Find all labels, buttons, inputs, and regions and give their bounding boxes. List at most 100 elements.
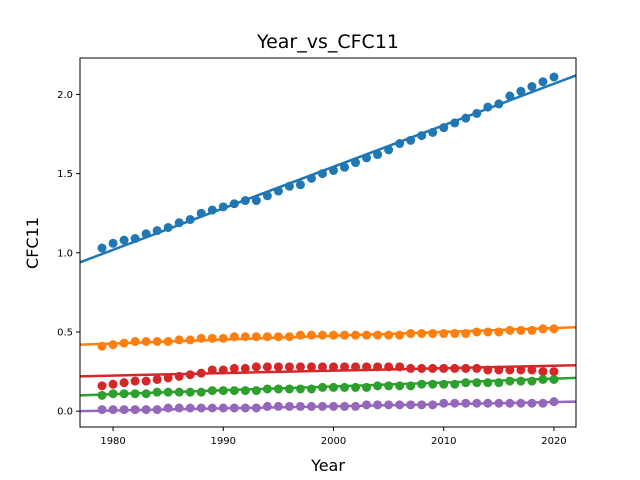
series-3-point (428, 379, 438, 389)
series-4-point (152, 405, 162, 415)
series-1-point (108, 340, 118, 350)
series-2-point (384, 362, 394, 372)
series-4-point (516, 398, 526, 408)
series-1-point (141, 336, 151, 346)
series-1-point (538, 324, 548, 334)
series-4-point (119, 405, 129, 415)
series-0-point (538, 77, 548, 87)
y-tick-label: 1.5 (57, 169, 73, 180)
series-3-point (505, 376, 515, 386)
series-3-point (351, 382, 361, 392)
series-0-point (130, 234, 140, 244)
series-4-point (218, 403, 228, 413)
series-4-point (494, 398, 504, 408)
series-1-point (549, 324, 559, 334)
series-4-point (395, 400, 405, 410)
series-0-point (306, 173, 316, 183)
series-4-trend-line (80, 400, 576, 413)
series-2-point (240, 363, 250, 373)
series-3-point (472, 378, 482, 388)
series-0-point (395, 139, 405, 149)
series-3-point (549, 374, 559, 384)
series-1-point (130, 336, 140, 346)
series-2-point (329, 362, 339, 372)
x-tick-label: 1980 (100, 436, 125, 447)
series-2-point (538, 367, 548, 377)
series-0-point (527, 82, 537, 92)
series-0-point (505, 91, 515, 101)
series-1-point (262, 332, 272, 342)
series-0-point (295, 180, 305, 190)
series-3-point (240, 386, 250, 396)
series-2-point (207, 365, 217, 375)
series-1-point (505, 325, 515, 335)
series-1-point (207, 333, 217, 343)
series-2-point (428, 363, 438, 373)
series-2-point (108, 379, 118, 389)
series-3-point (119, 389, 129, 399)
series-1-point (439, 329, 449, 339)
y-tick-label: 2.0 (57, 90, 73, 101)
series-2-point (218, 365, 228, 375)
series-4-point (538, 398, 548, 408)
series-2-point (185, 370, 195, 380)
series-2-point (450, 363, 460, 373)
series-1-point (119, 338, 129, 348)
series-4-point (174, 403, 184, 413)
series-4-point (108, 405, 118, 415)
series-3-point (340, 382, 350, 392)
series-2-point (472, 363, 482, 373)
series-4-point (362, 400, 372, 410)
series-4-point (317, 401, 327, 411)
series-0-point (229, 199, 239, 209)
series-1-point (163, 336, 173, 346)
series-3-point (196, 387, 206, 397)
series-1-point (428, 329, 438, 339)
series-2-point (174, 371, 184, 381)
series-2-point (527, 365, 537, 375)
series-0-point (373, 150, 383, 160)
series-0-point (262, 191, 272, 201)
series-1-point (340, 330, 350, 340)
series-4-point (229, 403, 239, 413)
series-4-point (196, 403, 206, 413)
series-3-point (207, 386, 217, 396)
series-1-point (174, 335, 184, 345)
series-3-point (163, 387, 173, 397)
series-0-point (340, 162, 350, 172)
series-1-point (273, 332, 283, 342)
series-1-point (494, 327, 504, 337)
series-1-point (240, 332, 250, 342)
series-1-point (317, 330, 327, 340)
x-tick-label: 2000 (321, 436, 346, 447)
series-3-point (373, 381, 383, 391)
series-1-point (516, 325, 526, 335)
series-4-point (141, 405, 151, 415)
series-3-point (284, 384, 294, 394)
y-tick-label: 1.0 (57, 248, 73, 259)
series-4-point (428, 400, 438, 410)
series-1-point (450, 329, 460, 339)
series-4-point (439, 398, 449, 408)
series-0-point (428, 127, 438, 137)
series-1-point (351, 330, 361, 340)
series-0-point (119, 235, 129, 245)
series-2-point (417, 363, 427, 373)
series-4-point (284, 401, 294, 411)
series-1-point (527, 325, 537, 335)
series-2-point (317, 362, 327, 372)
series-0-point (240, 196, 250, 206)
series-3-point (483, 378, 493, 388)
series-4-point (373, 400, 383, 410)
series-1-point (395, 330, 405, 340)
series-1-point (362, 330, 372, 340)
series-2-trend-line (80, 363, 576, 378)
series-0-point (439, 123, 449, 133)
x-tick-label: 2010 (431, 436, 456, 447)
series-0-point (196, 208, 206, 218)
series-4-point (384, 400, 394, 410)
series-2-point (373, 362, 383, 372)
series-1-point (472, 327, 482, 337)
series-4-point (450, 398, 460, 408)
